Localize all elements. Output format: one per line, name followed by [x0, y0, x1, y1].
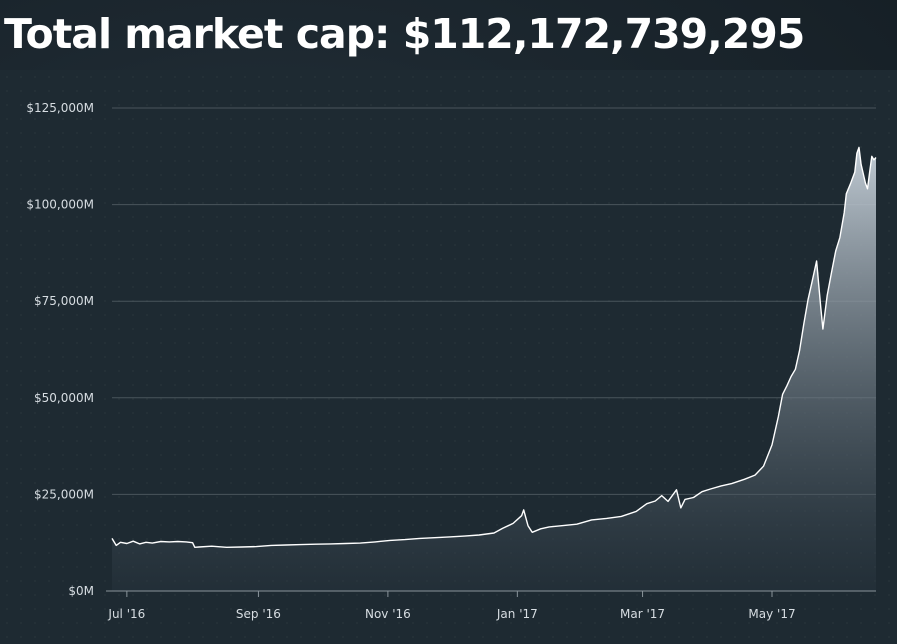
market-cap-chart[interactable]: $0M $25,000M $50,000M $75,000M $100,000M $125…	[0, 70, 897, 644]
x-tick-label: May '17	[748, 607, 795, 621]
x-tick-label: Mar '17	[620, 607, 665, 621]
x-tick-label: Jan '17	[496, 607, 538, 621]
y-tick-label: $50,000M	[34, 391, 94, 405]
chart-panel: $0M $25,000M $50,000M $75,000M $100,000M $125…	[0, 70, 897, 644]
area-fill	[112, 147, 876, 591]
x-tick-label: Jul '16	[107, 607, 145, 621]
x-axis-labels: Jul '16 Sep '16 Nov '16 Jan '17 Mar '17 May '…	[107, 607, 795, 621]
grid-lines	[112, 107, 876, 495]
y-tick-label: $75,000M	[34, 294, 94, 308]
page-title: Total market cap: $112,172,739,295	[4, 10, 805, 58]
x-axis	[106, 590, 876, 597]
series-line-layer	[111, 146, 877, 548]
y-tick-label: $0M	[68, 584, 94, 598]
x-tick-label: Nov '16	[365, 607, 411, 621]
area-fill-path	[112, 147, 876, 591]
y-tick-label: $25,000M	[34, 487, 94, 501]
y-axis-labels: $0M $25,000M $50,000M $75,000M $100,000M $125…	[26, 101, 94, 598]
x-tick-label: Sep '16	[236, 607, 281, 621]
y-tick-label: $125,000M	[26, 101, 94, 115]
series-line	[111, 146, 877, 548]
y-tick-label: $100,000M	[26, 198, 94, 212]
